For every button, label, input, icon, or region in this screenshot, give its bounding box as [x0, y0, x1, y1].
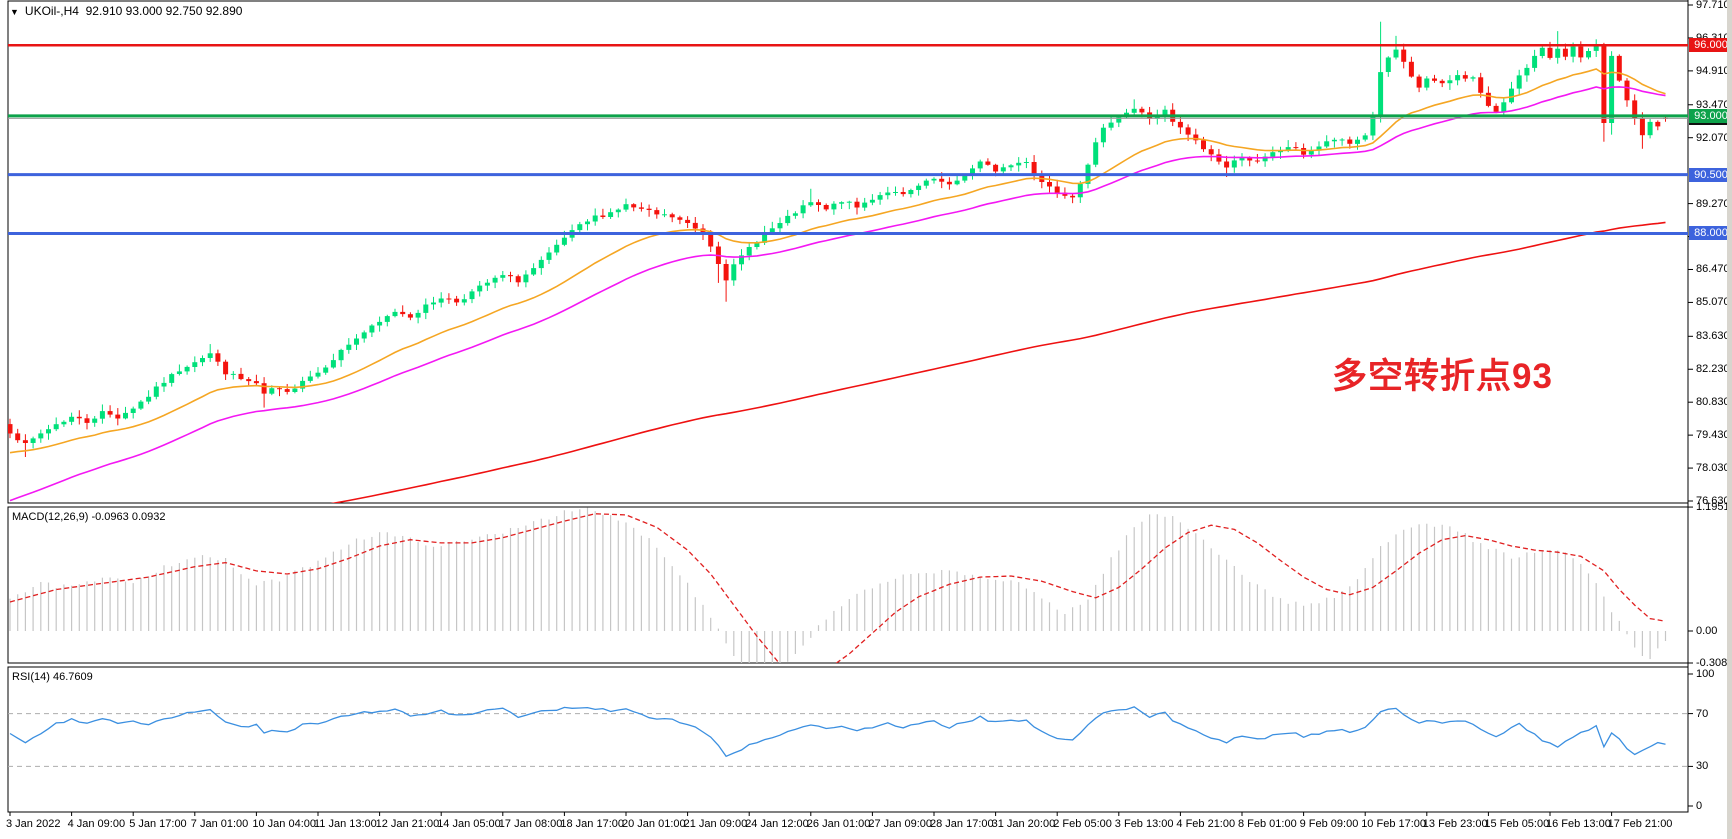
price-scale-label: 79.430 [1696, 429, 1730, 442]
price-scale-label: 83.630 [1696, 330, 1730, 343]
macd-signal-line [9, 513, 1666, 663]
price-scale-label: 93.470 [1696, 98, 1730, 111]
chinese-annotation-text: 多空转折点93 [1332, 357, 1553, 396]
ma-slow [330, 221, 1666, 503]
rsi-indicator-label: RSI(14) 46.7609 [12, 671, 93, 683]
time-axis-label: 10 Feb 17:00 [1361, 818, 1427, 830]
macd-scale-label: -0.3087 [1696, 657, 1732, 669]
price-level-badge: 90.500 [1689, 167, 1732, 182]
window-right-edge [1727, 0, 1732, 839]
rsi-scale-label: 30 [1696, 760, 1709, 773]
time-axis-label: 9 Feb 09:00 [1299, 818, 1359, 830]
time-axis-label: 27 Jan 09:00 [868, 818, 933, 830]
price-scale-label: 78.030 [1696, 462, 1730, 475]
rsi-scale-label: 70 [1696, 707, 1709, 720]
price-scale-label: 76.630 [1696, 495, 1730, 507]
time-axis-label: 11 Jan 13:00 [314, 818, 377, 830]
price-scale-label: 94.910 [1696, 64, 1730, 77]
time-axis-label: 4 Feb 21:00 [1176, 818, 1236, 830]
time-axis-label: 2 Feb 05:00 [1053, 818, 1112, 830]
price-level-badge: 88.000 [1689, 226, 1732, 241]
time-axis-label: 20 Jan 01:00 [622, 818, 686, 830]
time-axis-label: 7 Jan 01:00 [190, 818, 249, 830]
price-level-badge: 96.000 [1689, 38, 1732, 53]
price-scale-label: 89.270 [1696, 197, 1730, 210]
price-level-badge: 93.000 [1689, 108, 1732, 123]
collapse-arrow-icon[interactable]: ▼ [10, 7, 19, 17]
ma-fast [9, 68, 1666, 454]
time-axis-label: 24 Jan 12:00 [745, 818, 809, 830]
ma-mid [9, 86, 1666, 502]
time-axis-label: 10 Jan 04:00 [252, 818, 317, 830]
time-axis-label: 5 Jan 17:00 [129, 818, 187, 830]
time-axis-label: 4 Jan 09:00 [67, 818, 126, 830]
price-scale-label: 92.070 [1696, 131, 1730, 144]
rsi-line [9, 706, 1666, 758]
symbol-period-label: UKOil-,H4 [24, 4, 79, 18]
macd-histogram [9, 507, 1667, 663]
chart-title: ▼ UKOil-,H4 92.910 93.000 92.750 92.890 [10, 4, 242, 18]
time-axis-label: 26 Jan 01:00 [806, 818, 871, 830]
time-axis-label: 3 Jan 2022 [6, 818, 61, 830]
price-scale-label: 80.830 [1696, 396, 1730, 409]
time-axis-label: 17 Jan 08:00 [498, 818, 563, 830]
time-axis-label: 31 Jan 20:00 [991, 818, 1056, 830]
ohlc-values: 92.910 93.000 92.750 92.890 [85, 4, 243, 18]
time-axis-label: 14 Jan 05:00 [437, 818, 501, 830]
price-scale-label: 82.230 [1696, 363, 1730, 376]
candlestick-series [8, 21, 1668, 458]
time-axis-label: 15 Feb 05:00 [1484, 818, 1550, 830]
price-scale-label: 86.470 [1696, 263, 1730, 276]
time-axis-label: 17 Feb 21:00 [1607, 818, 1673, 830]
time-axis-label: 21 Jan 09:00 [683, 818, 748, 830]
time-axis-label: 28 Jan 17:00 [930, 818, 994, 830]
macd-indicator-label: MACD(12,26,9) -0.0963 0.0932 [12, 511, 166, 523]
macd-scale-label: 0.00 [1696, 625, 1718, 637]
price-scale-label: 97.710 [1696, 0, 1730, 11]
time-axis-label: 3 Feb 13:00 [1114, 818, 1174, 830]
macd-scale-label: 1.1951 [1696, 501, 1730, 514]
time-axis-label: 8 Feb 01:00 [1238, 818, 1297, 830]
time-axis-label: 16 Feb 13:00 [1546, 818, 1611, 830]
price-scale-label: 85.070 [1696, 296, 1730, 309]
time-axis-label: 13 Feb 23:00 [1422, 818, 1488, 830]
time-axis-label: 12 Jan 21:00 [375, 818, 440, 830]
time-axis-label: 18 Jan 17:00 [560, 818, 625, 830]
rsi-scale-label: 100 [1696, 668, 1715, 680]
rsi-scale-label: 0 [1696, 800, 1703, 812]
